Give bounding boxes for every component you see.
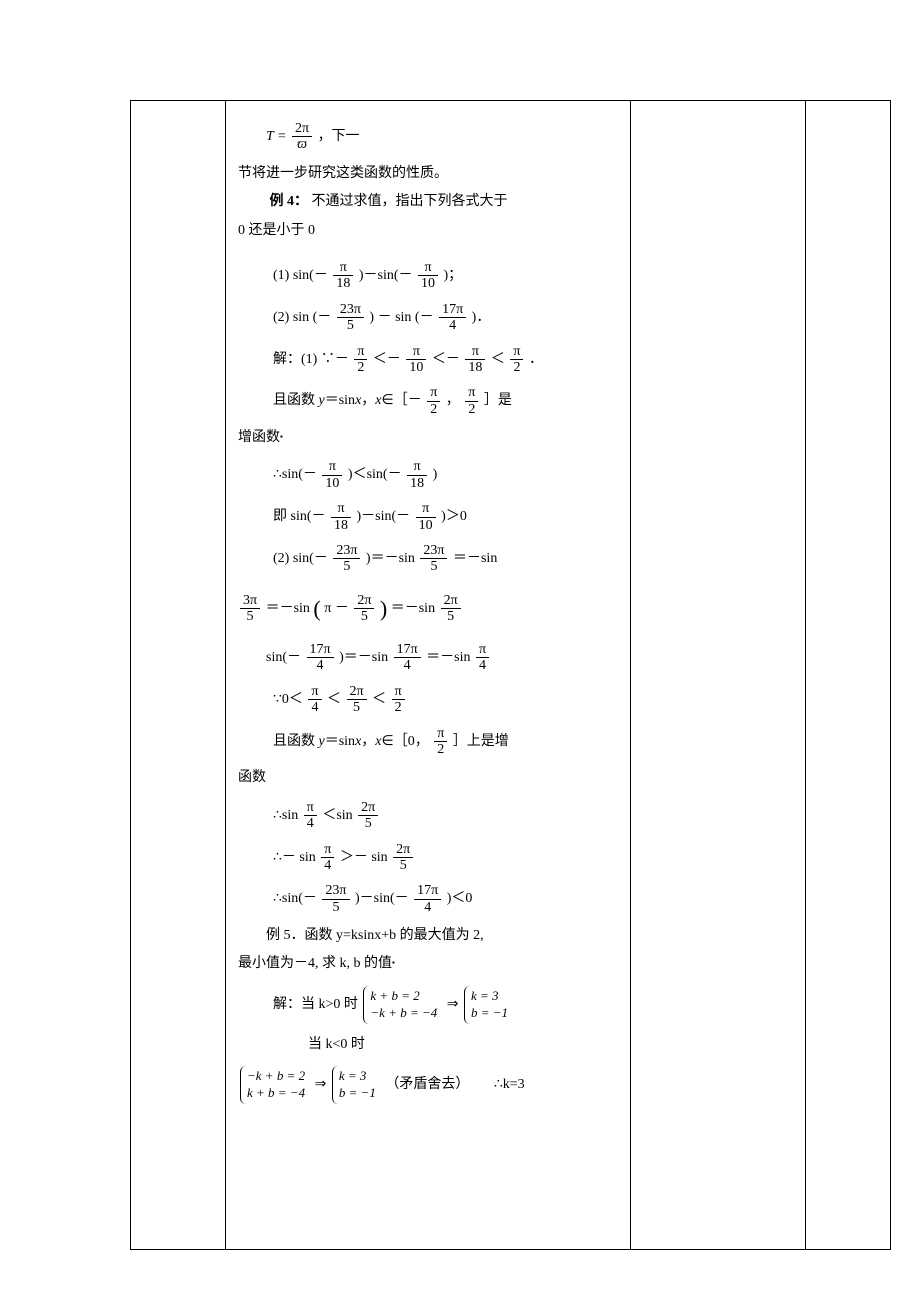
example-4-label: 例 4： xyxy=(270,194,309,209)
col-main: T = 2πϖ ，下一 节将进一步研究这类函数的性质。 例 4： 不通过求值，指… xyxy=(226,101,631,1250)
col-left xyxy=(131,101,226,1250)
text: 不通过求值，指出下列各式大于 xyxy=(312,194,508,209)
text: 0 还是小于 0 xyxy=(238,220,618,242)
main-content: T = 2πϖ ，下一 节将进一步研究这类函数的性质。 例 4： 不通过求值，指… xyxy=(238,121,618,1104)
text: 节将进一步研究这类函数的性质。 xyxy=(238,163,618,185)
text: 当 k<0 时 xyxy=(308,1034,618,1056)
col-right-2 xyxy=(806,101,891,1250)
text: 函数 xyxy=(238,767,618,789)
col-right-1 xyxy=(631,101,806,1250)
text: ，下一 xyxy=(318,129,360,144)
text: T = xyxy=(266,129,286,144)
layout-table: T = 2πϖ ，下一 节将进一步研究这类函数的性质。 例 4： 不通过求值，指… xyxy=(130,100,891,1250)
